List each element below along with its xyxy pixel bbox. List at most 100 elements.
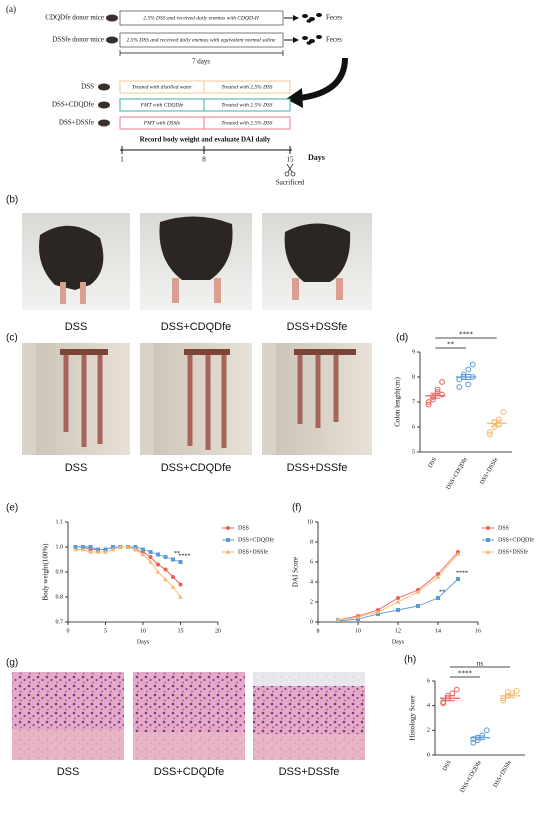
timeline-label: 15 — [287, 156, 295, 164]
feces-icon — [302, 13, 322, 23]
data-point — [73, 545, 78, 549]
caption: DSS — [65, 321, 88, 333]
x-tick-label: 8 — [317, 628, 320, 634]
data-point — [88, 549, 93, 554]
legend-label: DSS — [498, 525, 509, 531]
timeline-unit: Days — [308, 153, 325, 162]
x-tick-label: 12 — [395, 628, 401, 634]
data-point — [504, 689, 511, 695]
legend-marker — [225, 549, 231, 554]
panel-label: (d) — [396, 333, 408, 344]
histology-photo — [253, 734, 365, 760]
data-point — [456, 384, 463, 390]
y-tick-label: 6 — [310, 559, 313, 565]
data-point — [163, 567, 168, 572]
data-point — [335, 617, 341, 622]
panel-g: (g) DSS DSS+CDQDfe DSS+DSSfe — [6, 658, 365, 778]
mouse-icon — [98, 101, 110, 109]
data-point — [125, 544, 131, 549]
legend-label: DSS — [238, 525, 249, 531]
data-point — [491, 424, 498, 430]
significance-label: ns — [477, 660, 484, 668]
phase-text: FMT with DSSfe — [143, 119, 181, 126]
data-point — [80, 547, 86, 552]
feces-icon — [302, 35, 322, 45]
x-tick-label: 14 — [435, 628, 441, 634]
data-point — [487, 429, 493, 435]
end-label: Sacrificed — [276, 179, 305, 187]
histology-photo — [12, 730, 124, 760]
data-point — [156, 562, 160, 567]
y-axis-label: DAI Score — [292, 557, 300, 587]
data-point — [513, 687, 520, 694]
y-axis-label: Body weight(100%) — [42, 543, 50, 601]
data-point — [141, 547, 145, 552]
data-point — [140, 552, 146, 557]
phase-box — [203, 80, 291, 94]
x-tick-label: DSS+DSSfe — [478, 456, 499, 486]
legend-label: DSS+CDQDfe — [238, 536, 274, 543]
data-point — [155, 569, 161, 574]
x-tick-label: DSS — [428, 457, 439, 470]
y-tick-label: 8 — [310, 539, 313, 545]
legend-marker — [226, 526, 230, 530]
y-tick-label: 7 — [412, 399, 415, 405]
data-point — [425, 401, 432, 408]
y-tick-label: 4 — [427, 703, 430, 709]
caption: DSS — [57, 766, 80, 778]
y-tick-label: 6 — [427, 678, 430, 684]
scissors-icon — [284, 163, 296, 177]
panel-label: (f) — [292, 503, 301, 514]
data-point — [170, 584, 176, 589]
significance-label: **** — [458, 670, 473, 678]
data-point — [133, 547, 138, 552]
x-tick-label: 5 — [104, 628, 107, 634]
caption: DSS+DSSfe — [287, 321, 348, 333]
data-point — [96, 547, 100, 552]
caption: DSS+DSSfe — [279, 766, 340, 778]
legend-marker — [485, 549, 491, 554]
timeline-label: 1 — [120, 156, 124, 164]
data-point — [465, 381, 472, 388]
curved-arrow-head — [286, 88, 303, 108]
data-point — [376, 612, 380, 616]
data-point — [103, 547, 108, 552]
mouse-icon — [106, 36, 118, 44]
caption: DSS — [65, 462, 88, 474]
caption: DSS+CDQDfe — [154, 766, 225, 778]
x-tick-label: 0 — [67, 628, 70, 634]
legend-label: DSS+DSSfe — [498, 548, 528, 555]
group-rows: DSS Treated with distilled water Treated… — [52, 80, 291, 130]
timeline-label: 8 — [202, 156, 206, 164]
histology-photo — [133, 732, 245, 760]
y-tick-label: 6 — [412, 424, 415, 430]
duration: 7 days — [192, 58, 210, 66]
y-axis-label: Colon length(cm) — [394, 377, 402, 427]
data-point — [430, 396, 436, 403]
group-name: DSS+CDQDfe — [52, 101, 94, 109]
treatment-box — [119, 32, 284, 48]
phase-text: Treated with 2.5% DSS — [221, 84, 272, 90]
data-point — [425, 399, 432, 405]
data-point — [178, 582, 183, 587]
data-point — [434, 386, 441, 393]
data-point — [178, 594, 183, 599]
y-tick-label: 10 — [307, 519, 313, 525]
data-point — [396, 608, 400, 612]
legend-marker — [226, 538, 230, 542]
legend-label: DSS+CDQDfe — [498, 536, 534, 543]
data-point — [148, 555, 153, 559]
group-name: DSS+DSSfe — [59, 119, 94, 127]
significance-label: **** — [456, 570, 468, 576]
data-point — [439, 391, 445, 398]
x-tick-label: 10 — [140, 628, 146, 634]
caption: DSS+DSSfe — [287, 462, 348, 474]
panel-c: (c) DSS DSS+CDQDfe DSS+DSSfe — [6, 333, 372, 474]
y-tick-label: 0 — [310, 619, 313, 625]
data-point — [470, 739, 477, 746]
output-label: Feces — [326, 14, 342, 22]
y-tick-label: 2 — [310, 599, 313, 605]
colon-photo — [140, 343, 252, 455]
data-point — [436, 572, 440, 576]
x-tick-label: DSS+DSSfe — [492, 759, 513, 789]
